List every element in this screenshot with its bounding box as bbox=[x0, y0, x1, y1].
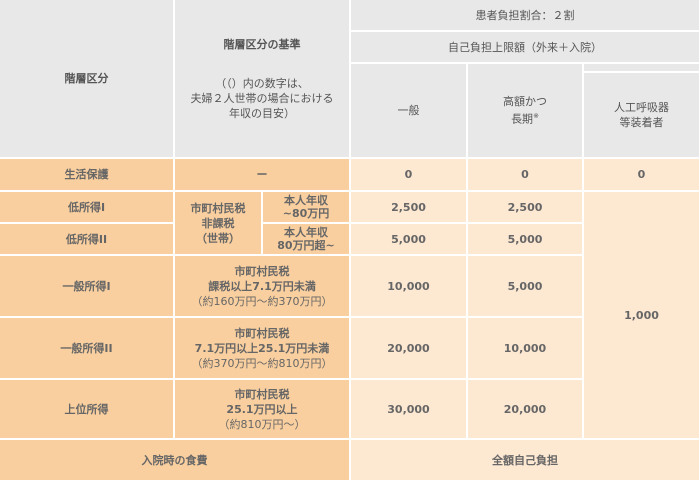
header-criteria: 階層区分の基準 （（）内の数字は、 夫婦２人世帯の場合における 年収の目安） bbox=[175, 0, 349, 157]
header-long-term: 高額かつ 長期※ bbox=[468, 64, 582, 157]
criteria-line: 本人年収 bbox=[284, 194, 328, 207]
criteria-line: 市町村民税 bbox=[190, 201, 246, 215]
long-term-value: 20,000 bbox=[468, 380, 582, 438]
tier-cell: 低所得II bbox=[0, 224, 173, 254]
criteria-line: 本人年収 bbox=[284, 226, 328, 239]
tier-cell: 低所得I bbox=[0, 192, 173, 222]
header-spacer bbox=[584, 64, 699, 71]
criteria-line: 課税以上7.1万円未満 bbox=[208, 279, 316, 293]
header-ratio: 患者負担割合：２割 bbox=[351, 0, 699, 30]
ventilator-label: 人工呼吸器 bbox=[614, 101, 669, 114]
meal-value: 全額自己負担 bbox=[351, 440, 699, 480]
long-term-value: 0 bbox=[468, 159, 582, 190]
criteria-cell: ー bbox=[175, 159, 349, 190]
income-estimate: （約160万円～約370万円） bbox=[191, 294, 333, 308]
criteria-note: 年収の目安） bbox=[229, 106, 295, 120]
header-ventilator: 人工呼吸器 等装着者 bbox=[584, 73, 699, 157]
long-term-value: 5,000 bbox=[468, 256, 582, 316]
criteria-cell: 市町村民税 25.1万円以上 （約810万円～） bbox=[175, 380, 349, 438]
income-estimate: （約370万円～約810万円） bbox=[191, 356, 333, 370]
sub-criteria: 本人年収 ~80万円 bbox=[263, 192, 349, 222]
criteria-title: 階層区分の基準 bbox=[223, 37, 301, 51]
criteria-cell: 市町村民税 課税以上7.1万円未満 （約160万円～約370万円） bbox=[175, 256, 349, 316]
footnote-mark: ※ bbox=[533, 112, 539, 121]
tier-cell: 一般所得II bbox=[0, 318, 173, 378]
low-income-criteria: 市町村民税 非課税 （世帯） bbox=[175, 192, 261, 254]
tier-cell: 生活保護 bbox=[0, 159, 173, 190]
tier-cell: 上位所得 bbox=[0, 380, 173, 438]
meal-label: 入院時の食費 bbox=[0, 440, 349, 480]
criteria-line: 市町村民税 bbox=[234, 387, 290, 401]
general-value: 10,000 bbox=[351, 256, 466, 316]
general-value: 20,000 bbox=[351, 318, 466, 378]
general-value: 0 bbox=[351, 159, 466, 190]
long-term-label: 高額かつ bbox=[503, 95, 547, 109]
ventilator-shared-value: 1,000 bbox=[584, 192, 699, 438]
general-value: 2,500 bbox=[351, 192, 466, 222]
criteria-line: ~80万円 bbox=[282, 207, 330, 220]
header-tier: 階層区分 bbox=[0, 0, 173, 157]
criteria-note: 夫婦２人世帯の場合における bbox=[190, 91, 334, 105]
sub-criteria: 本人年収 80万円超~ bbox=[263, 224, 349, 254]
criteria-line: 市町村民税 bbox=[234, 264, 290, 278]
header-limit: 自己負担上限額（外来＋入院） bbox=[351, 32, 699, 62]
criteria-line: 7.1万円以上25.1万円未満 bbox=[194, 341, 330, 355]
ventilator-label: 等装着者 bbox=[619, 116, 664, 129]
long-term-value: 5,000 bbox=[468, 224, 582, 254]
header-general: 一般 bbox=[351, 64, 466, 157]
long-term-label2: 長期 bbox=[511, 112, 534, 126]
tier-cell: 一般所得I bbox=[0, 256, 173, 316]
criteria-note: （（）内の数字は、 bbox=[215, 76, 309, 90]
ventilator-value: 0 bbox=[584, 159, 699, 190]
criteria-line: （世帯） bbox=[196, 231, 240, 245]
long-term-value: 10,000 bbox=[468, 318, 582, 378]
general-value: 30,000 bbox=[351, 380, 466, 438]
income-estimate: （約810万円～） bbox=[218, 417, 306, 431]
criteria-line: 80万円超~ bbox=[277, 239, 335, 252]
criteria-line: 25.1万円以上 bbox=[226, 402, 298, 416]
criteria-line: 市町村民税 bbox=[234, 326, 290, 340]
long-term-value: 2,500 bbox=[468, 192, 582, 222]
criteria-line: 非課税 bbox=[201, 216, 235, 230]
criteria-cell: 市町村民税 7.1万円以上25.1万円未満 （約370万円～約810万円） bbox=[175, 318, 349, 378]
general-value: 5,000 bbox=[351, 224, 466, 254]
